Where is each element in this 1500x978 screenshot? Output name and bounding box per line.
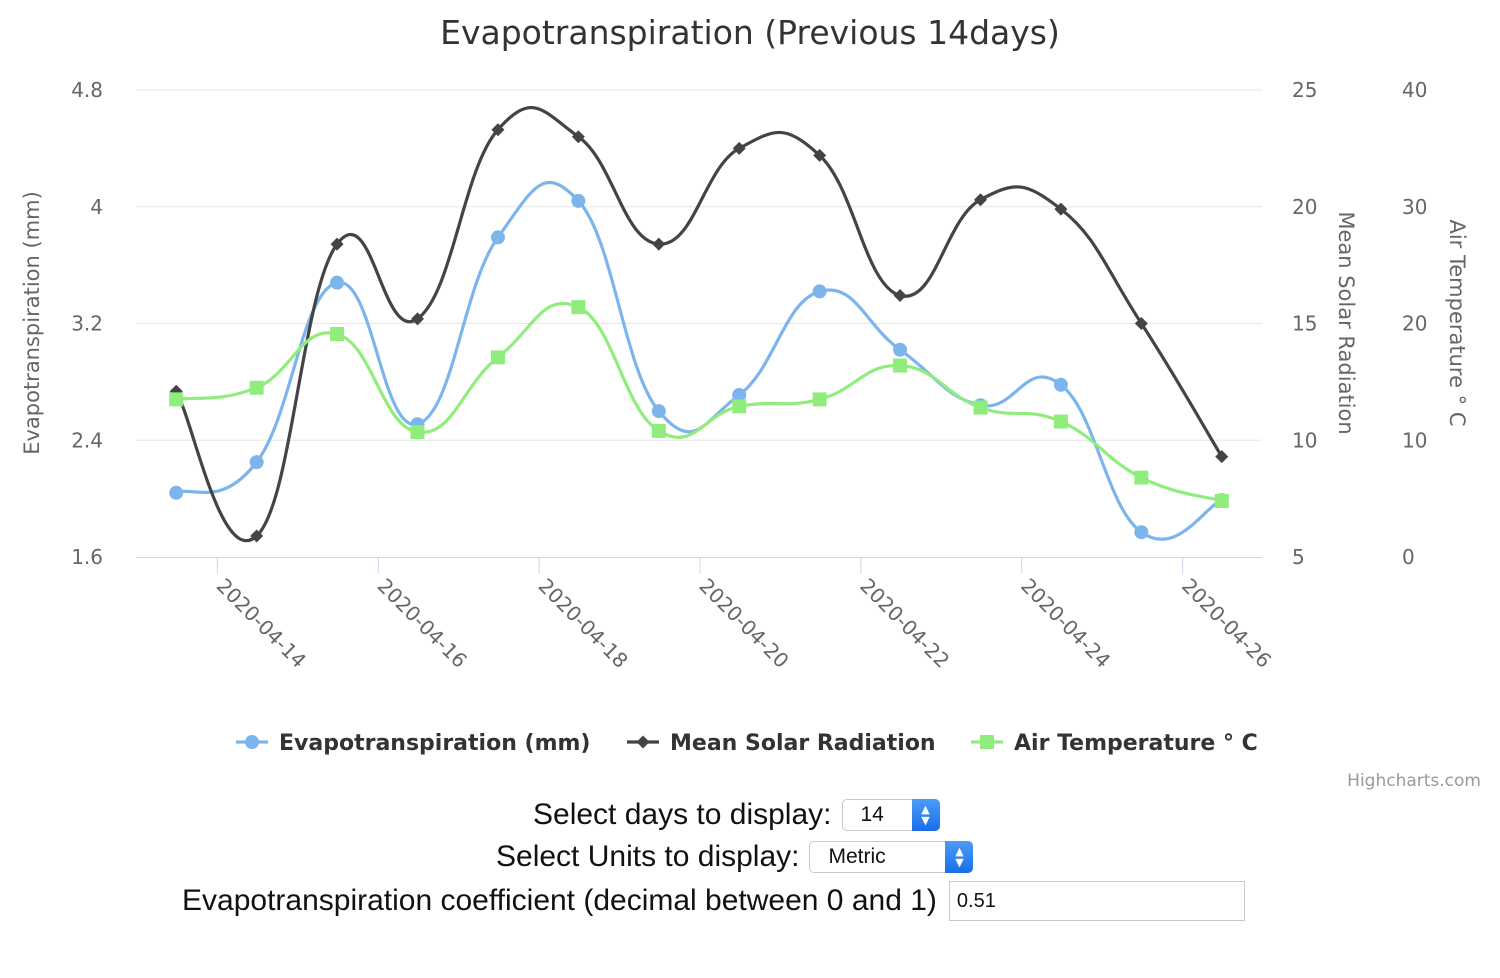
data-point[interactable] [169,392,183,406]
y-axis-0-tick-label: 2.4 [71,428,103,452]
series-line [176,182,1222,539]
legend-label: Evapotranspiration (mm) [279,731,590,756]
x-axis-tick-label: 2020-04-24 [1016,574,1115,673]
series-line [176,108,1222,541]
chevron-up-down-icon[interactable]: ▲ ▼ [912,799,940,831]
x-axis-tick-label: 2020-04-20 [694,574,793,673]
series-1 [170,108,1229,543]
legend-symbol[interactable] [980,735,994,749]
data-point[interactable] [1215,494,1229,508]
data-point[interactable] [652,238,665,251]
legend[interactable]: Evapotranspiration (mm) Mean Solar Radiat… [236,731,1258,756]
days-select-value: 14 [861,803,884,827]
data-point[interactable] [571,300,585,314]
chart: Evapotranspiration (Previous 14days) 1.6… [0,0,1500,790]
x-axis-tick-label: 2020-04-16 [373,574,472,673]
y-axis-1-tick-label: 5 [1292,545,1305,569]
y-axis-2-tick-label: 10 [1402,428,1427,452]
x-axis-tick-label: 2020-04-22 [855,574,954,673]
data-point[interactable] [732,399,746,413]
legend-item[interactable]: Mean Solar Radiation [627,731,936,756]
data-point[interactable] [893,343,907,357]
y-axis-1-tick-label: 10 [1292,428,1317,452]
legend-item[interactable]: Air Temperature ° C [971,731,1258,756]
data-point[interactable] [1054,415,1068,429]
grid-lines [136,90,1262,440]
data-point[interactable] [1134,525,1148,539]
x-axis-tick-label: 2020-04-18 [534,574,633,673]
series-layer [169,108,1229,543]
data-point[interactable] [330,276,344,290]
data-point[interactable] [813,392,827,406]
y-axis-1-tick-label: 25 [1292,78,1317,102]
x-axis-tick-label: 2020-04-26 [1177,574,1276,673]
series-2 [169,300,1229,508]
chart-title: Evapotranspiration (Previous 14days) [440,13,1060,52]
coefficient-label: Evapotranspiration coefficient (decimal … [182,884,937,918]
legend-symbol[interactable] [637,736,650,749]
series-0 [169,182,1229,539]
data-point[interactable] [571,194,585,208]
data-point[interactable] [652,424,666,438]
days-select[interactable]: 14 ▲ ▼ [842,799,940,831]
data-point[interactable] [1134,471,1148,485]
data-point[interactable] [652,404,666,418]
y-axis-2-tick-label: 0 [1402,545,1415,569]
chevron-up-down-icon[interactable]: ▲ ▼ [945,841,973,873]
y-axis-0-tick-label: 4 [90,195,103,219]
units-label: Select Units to display: [496,840,799,874]
days-row: Select days to display: 14 ▲ ▼ [533,795,940,835]
data-point[interactable] [893,359,907,373]
legend-label: Air Temperature ° C [1014,731,1258,756]
data-point[interactable] [813,284,827,298]
data-point[interactable] [1054,378,1068,392]
legend-symbol[interactable] [245,735,259,749]
y-axis-2-tick-label: 40 [1402,78,1427,102]
units-row: Select Units to display: Metric ▲ ▼ [496,837,973,877]
coefficient-row: Evapotranspiration coefficient (decimal … [182,881,1245,921]
data-point[interactable] [894,289,907,302]
data-point[interactable] [330,327,344,341]
days-label: Select days to display: [533,798,832,832]
y-axis-2-tick-label: 30 [1402,195,1427,219]
legend-item[interactable]: Evapotranspiration (mm) [236,731,590,756]
data-point[interactable] [250,381,264,395]
coefficient-input[interactable] [949,881,1245,921]
x-axis-tick-label: 2020-04-14 [212,574,311,673]
y-axis-1-tick-label: 15 [1292,312,1317,336]
data-point[interactable] [491,230,505,244]
y-axis-0-tick-label: 1.6 [71,545,103,569]
data-point[interactable] [411,425,425,439]
units-select-value: Metric [828,845,885,869]
legend-label: Mean Solar Radiation [670,731,936,756]
y-axis-1-tick-label: 20 [1292,195,1317,219]
data-point[interactable] [169,486,183,500]
units-select[interactable]: Metric ▲ ▼ [809,841,973,873]
data-point[interactable] [250,455,264,469]
y-axis-1-title: Mean Solar Radiation [1334,211,1358,434]
credits-link[interactable]: Highcharts.com [1347,771,1481,790]
data-point[interactable] [491,350,505,364]
y-axis-0-title: Evapotranspiration (mm) [20,191,44,455]
y-axis-0-tick-label: 3.2 [71,312,103,336]
y-axis-0-tick-label: 4.8 [71,78,103,102]
y-axis-2-title: Air Temperature ° C [1445,219,1469,426]
y-axis-2-tick-label: 20 [1402,312,1427,336]
data-point[interactable] [974,401,988,415]
axes: 1.6 2.4 3.2 4 4.8 5 10 15 20 25 0 10 20 30 40 Evapotran… [20,78,1469,673]
